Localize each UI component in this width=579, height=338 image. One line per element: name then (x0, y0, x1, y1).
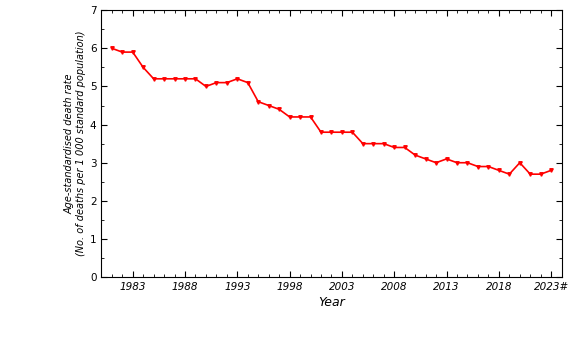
X-axis label: Year: Year (318, 296, 345, 309)
Y-axis label: Age-standardised death rate
(No. of deaths per 1 000 standard population): Age-standardised death rate (No. of deat… (64, 31, 86, 257)
